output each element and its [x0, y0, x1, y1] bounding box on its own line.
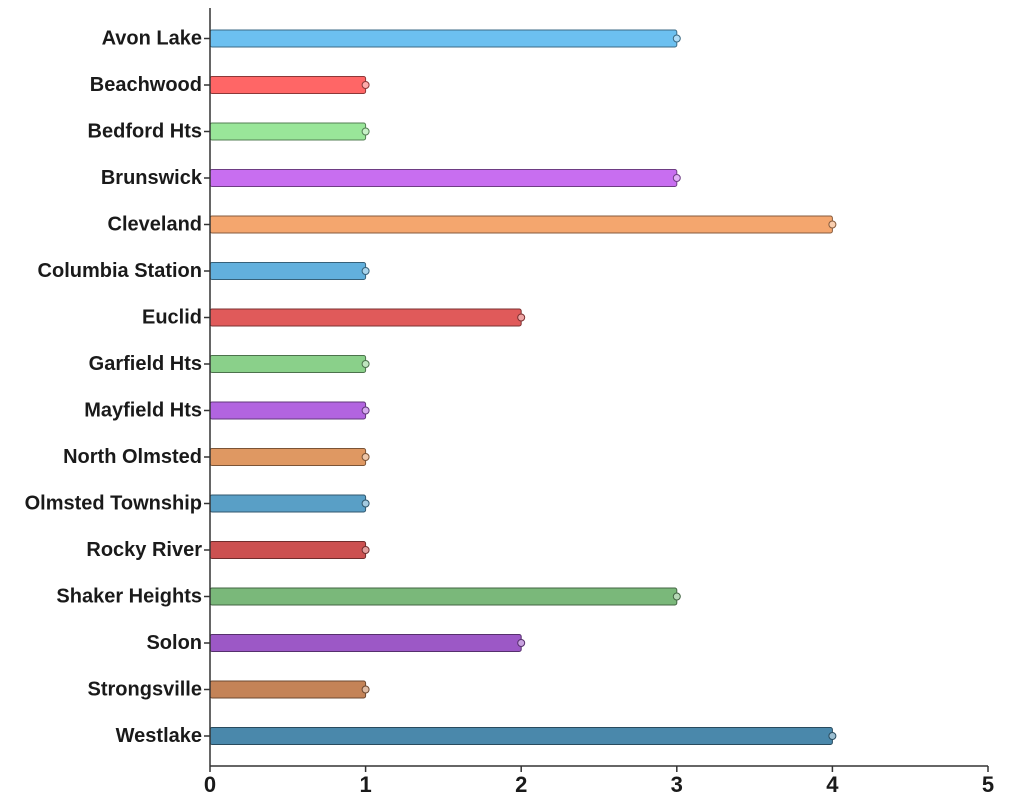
- bar-shaker-heights: [209, 587, 678, 606]
- bar-end-dot-solon: [517, 639, 526, 647]
- x-tick-label-1: 1: [359, 772, 371, 794]
- category-label-avon-lake: Avon Lake: [102, 28, 202, 50]
- bar-olmsted-township: [209, 494, 367, 513]
- bar-end-dot-euclid: [517, 313, 526, 322]
- bar-westlake: [209, 727, 833, 745]
- category-label-brunswick: Brunswick: [101, 167, 203, 189]
- x-tick-label-0: 0: [204, 772, 216, 794]
- bar-avon-lake: [209, 29, 678, 48]
- category-label-north-olmsted: North Olmsted: [63, 446, 202, 468]
- category-label-beachwood: Beachwood: [90, 74, 202, 96]
- category-label-columbia-station: Columbia Station: [38, 260, 202, 282]
- bar-end-dot-columbia-station: [361, 267, 370, 275]
- category-label-euclid: Euclid: [142, 307, 202, 329]
- bar-end-dot-bedford-hts: [361, 127, 370, 136]
- bar-strongsville: [209, 680, 367, 699]
- bar-end-dot-beachwood: [361, 81, 370, 89]
- bar-columbia-station: [209, 262, 367, 280]
- bar-end-dot-shaker-heights: [672, 592, 681, 601]
- bar-end-dot-brunswick: [672, 174, 681, 182]
- category-label-rocky-river: Rocky River: [86, 539, 202, 561]
- bar-solon: [209, 634, 522, 652]
- bar-end-dot-avon-lake: [672, 34, 681, 43]
- bar-end-dot-strongsville: [361, 685, 370, 694]
- labels-layer: Avon Lake Beachwood Bedford Hts Brunswick Cl…: [25, 28, 995, 794]
- bar-end-dot-garfield-hts: [361, 360, 370, 368]
- bar-brunswick: [209, 169, 678, 187]
- bar-end-dot-rocky-river: [361, 546, 370, 554]
- bars-layer: [209, 29, 837, 745]
- bar-north-olmsted: [209, 448, 367, 466]
- category-label-strongsville: Strongsville: [88, 679, 202, 701]
- bar-bedford-hts: [209, 122, 367, 141]
- bar-rocky-river: [209, 541, 367, 559]
- bar-garfield-hts: [209, 355, 367, 373]
- category-label-westlake: Westlake: [116, 725, 202, 747]
- bar-euclid: [209, 308, 522, 327]
- x-tick-label-4: 4: [826, 772, 839, 794]
- x-tick-label-3: 3: [671, 772, 683, 794]
- axes-layer: [204, 8, 989, 772]
- category-label-shaker-heights: Shaker Heights: [56, 586, 202, 608]
- x-tick-label-2: 2: [515, 772, 527, 794]
- bar-cleveland: [209, 215, 833, 234]
- x-tick-label-5: 5: [982, 772, 994, 794]
- category-label-olmsted-township: Olmsted Township: [25, 493, 202, 515]
- bar-end-dot-westlake: [828, 732, 837, 740]
- bar-end-dot-mayfield-hts: [361, 406, 370, 415]
- bar-end-dot-cleveland: [828, 220, 837, 229]
- category-label-mayfield-hts: Mayfield Hts: [84, 400, 202, 422]
- bar-end-dot-olmsted-township: [361, 499, 370, 508]
- bar-mayfield-hts: [209, 401, 367, 420]
- category-label-garfield-hts: Garfield Hts: [89, 353, 202, 375]
- category-label-solon: Solon: [146, 632, 202, 654]
- bar-end-dot-north-olmsted: [361, 453, 370, 461]
- bar-beachwood: [209, 76, 367, 94]
- category-label-cleveland: Cleveland: [108, 214, 202, 236]
- category-label-bedford-hts: Bedford Hts: [88, 121, 202, 143]
